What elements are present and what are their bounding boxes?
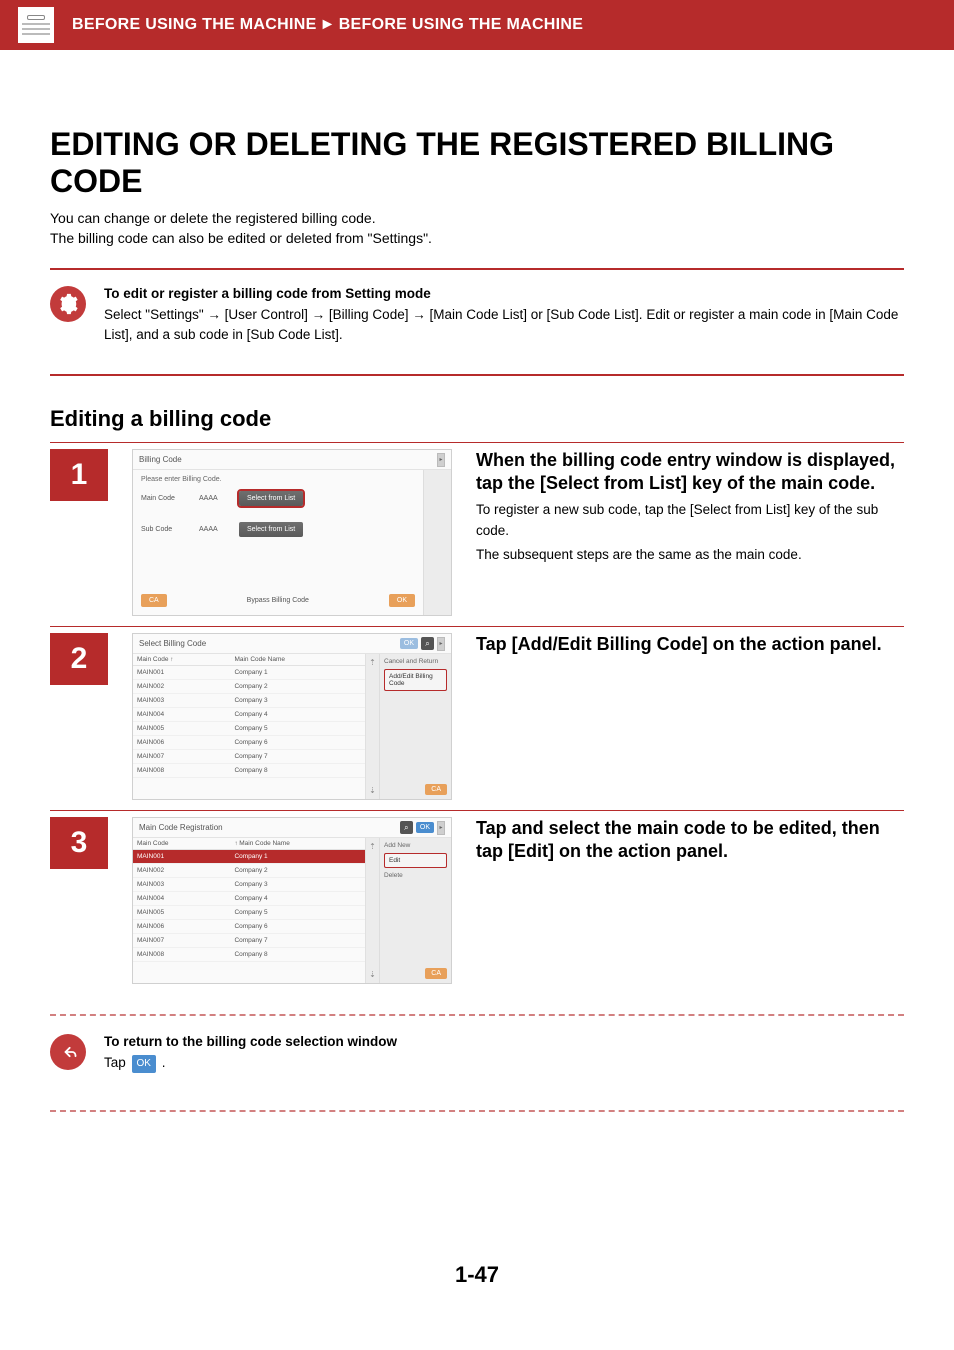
- note2-title: To return to the billing code selection …: [104, 1032, 397, 1053]
- ok-button[interactable]: OK: [416, 822, 434, 833]
- col-main-code: Main Code: [137, 656, 168, 663]
- step-number: 2: [50, 633, 108, 685]
- edit-action[interactable]: Edit: [384, 853, 447, 868]
- scrollbar[interactable]: ⇡⇣: [365, 838, 379, 983]
- clipboard-icon: [18, 7, 54, 43]
- table-row[interactable]: MAIN008Company 8: [133, 948, 365, 962]
- step-number: 1: [50, 449, 108, 501]
- step-1: 1 Billing Code ▸ Please enter Billing Co…: [50, 449, 904, 616]
- step-2: 2 Select Billing Code OK ⌕ ▸ Main Code ↑: [50, 633, 904, 800]
- col-main-code-name: Main Code Name: [230, 654, 365, 666]
- ok-button[interactable]: OK: [400, 638, 418, 649]
- note1-body: Select "Settings" → [User Control] → [Bi…: [104, 305, 904, 347]
- sort-icon[interactable]: ↑: [170, 657, 173, 663]
- code-table: Main Code ↑ Main Code Name MAIN001Compan…: [133, 838, 365, 962]
- step-3: 3 Main Code Registration ⌕ OK ▸ Main Cod…: [50, 817, 904, 984]
- sub-code-label: Sub Code: [141, 526, 189, 533]
- lead-p1: You can change or delete the registered …: [50, 210, 904, 226]
- gear-icon: [50, 286, 86, 322]
- collapse-tab-icon[interactable]: ▸: [437, 453, 445, 467]
- add-edit-action[interactable]: Add/Edit Billing Code: [384, 669, 447, 691]
- sub-code-value: AAAA: [199, 526, 229, 533]
- table-row[interactable]: MAIN002Company 2: [133, 680, 365, 694]
- table-row[interactable]: MAIN001Company 1: [133, 850, 365, 864]
- breadcrumb-arrow: ►: [317, 16, 339, 33]
- step2-heading: Tap [Add/Edit Billing Code] on the actio…: [476, 633, 904, 656]
- panel-title: Main Code Registration: [139, 823, 223, 832]
- panel-title: Select Billing Code: [139, 639, 206, 648]
- breadcrumb-right: BEFORE USING THE MACHINE: [339, 16, 584, 33]
- code-table: Main Code ↑ Main Code Name MAIN001Compan…: [133, 654, 365, 778]
- table-row[interactable]: MAIN005Company 5: [133, 906, 365, 920]
- table-row[interactable]: MAIN007Company 7: [133, 750, 365, 764]
- page-number: 1-47: [50, 1262, 904, 1328]
- breadcrumb: BEFORE USING THE MACHINE►BEFORE USING TH…: [72, 16, 583, 34]
- table-row[interactable]: MAIN008Company 8: [133, 764, 365, 778]
- lead-p2: The billing code can also be edited or d…: [50, 230, 904, 246]
- page-title: EDITING OR DELETING THE REGISTERED BILLI…: [50, 126, 904, 200]
- main-code-label: Main Code: [141, 495, 189, 502]
- step1-p1: To register a new sub code, tap the [Sel…: [476, 500, 904, 541]
- note2-prefix: Tap: [104, 1055, 130, 1070]
- select-from-list-main-button[interactable]: Select from List: [239, 491, 303, 506]
- scroll-down-icon: ⇣: [369, 970, 376, 979]
- search-icon[interactable]: ⌕: [421, 637, 434, 650]
- table-row[interactable]: MAIN006Company 6: [133, 736, 365, 750]
- step3-screenshot: Main Code Registration ⌕ OK ▸ Main Code …: [132, 817, 452, 984]
- collapse-tab-icon[interactable]: ▸: [437, 821, 445, 835]
- table-row[interactable]: MAIN003Company 3: [133, 878, 365, 892]
- breadcrumb-left: BEFORE USING THE MACHINE: [72, 16, 317, 33]
- scroll-up-icon: ⇡: [369, 658, 376, 667]
- main-code-value: AAAA: [199, 495, 229, 502]
- col-main-code: Main Code: [133, 838, 230, 850]
- divider: [50, 442, 904, 443]
- ok-chip[interactable]: OK: [132, 1055, 156, 1073]
- step1-p2: The subsequent steps are the same as the…: [476, 545, 904, 565]
- note1-title: To edit or register a billing code from …: [104, 284, 904, 305]
- setting-mode-note: To edit or register a billing code from …: [50, 280, 904, 353]
- divider: [50, 268, 904, 270]
- table-row[interactable]: MAIN004Company 4: [133, 708, 365, 722]
- action-panel-title[interactable]: Cancel and Return: [384, 658, 447, 665]
- scroll-up-icon: ⇡: [369, 842, 376, 851]
- scrollbar[interactable]: ⇡⇣: [365, 654, 379, 799]
- scroll-down-icon: ⇣: [369, 786, 376, 795]
- action-panel-title[interactable]: Add New: [384, 842, 447, 849]
- table-row[interactable]: MAIN003Company 3: [133, 694, 365, 708]
- table-row[interactable]: MAIN006Company 6: [133, 920, 365, 934]
- select-from-list-sub-button[interactable]: Select from List: [239, 522, 303, 537]
- return-note: To return to the billing code selection …: [50, 1028, 904, 1080]
- ca-button[interactable]: CA: [425, 968, 447, 979]
- step2-screenshot: Select Billing Code OK ⌕ ▸ Main Code ↑ M…: [132, 633, 452, 800]
- ca-button[interactable]: CA: [141, 594, 167, 607]
- note2-suffix: .: [158, 1055, 166, 1070]
- divider: [50, 810, 904, 811]
- table-row[interactable]: MAIN001Company 1: [133, 666, 365, 680]
- table-row[interactable]: MAIN004Company 4: [133, 892, 365, 906]
- ok-button[interactable]: OK: [389, 594, 415, 607]
- divider: [50, 374, 904, 376]
- collapse-tab-icon[interactable]: ▸: [437, 637, 445, 651]
- bypass-link[interactable]: Bypass Billing Code: [247, 597, 309, 604]
- header-bar: BEFORE USING THE MACHINE►BEFORE USING TH…: [0, 0, 954, 50]
- table-row[interactable]: MAIN007Company 7: [133, 934, 365, 948]
- divider-dashed: [50, 1110, 904, 1112]
- search-icon[interactable]: ⌕: [400, 821, 413, 834]
- panel-title: Billing Code: [139, 455, 182, 464]
- subhead: Editing a billing code: [50, 406, 904, 432]
- step1-screenshot: Billing Code ▸ Please enter Billing Code…: [132, 449, 452, 616]
- panel-subtitle: Please enter Billing Code.: [141, 476, 415, 483]
- divider-dashed: [50, 1014, 904, 1016]
- back-icon: [50, 1034, 86, 1070]
- ca-button[interactable]: CA: [425, 784, 447, 795]
- col-main-code-name: Main Code Name: [239, 840, 290, 847]
- step1-heading: When the billing code entry window is di…: [476, 449, 904, 494]
- step-number: 3: [50, 817, 108, 869]
- divider: [50, 626, 904, 627]
- table-row[interactable]: MAIN002Company 2: [133, 864, 365, 878]
- step3-heading: Tap and select the main code to be edite…: [476, 817, 904, 862]
- delete-action[interactable]: Delete: [384, 872, 447, 879]
- sort-icon[interactable]: ↑: [234, 841, 237, 847]
- table-row[interactable]: MAIN005Company 5: [133, 722, 365, 736]
